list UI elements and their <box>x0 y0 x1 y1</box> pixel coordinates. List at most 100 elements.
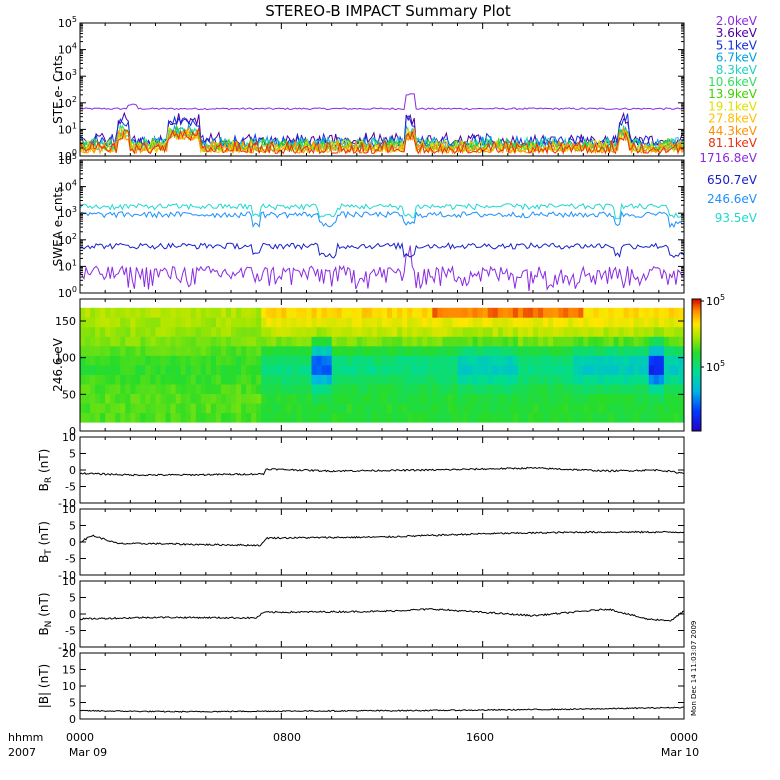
heatmap-cell <box>190 326 197 337</box>
colorbar-segment <box>692 327 701 331</box>
colorbar-segment <box>692 343 701 346</box>
heatmap-cell <box>472 326 479 337</box>
heatmap-cell <box>246 326 252 337</box>
heatmap-cell <box>623 326 630 337</box>
heatmap-cell <box>190 374 197 385</box>
colorbar-segment <box>692 365 701 368</box>
heatmap-cell <box>548 317 554 328</box>
heatmap-cell <box>568 365 574 375</box>
heatmap-cell <box>583 374 589 385</box>
heatmap-cell <box>512 326 519 337</box>
heatmap-cell <box>331 384 338 394</box>
heatmap-cell <box>497 345 504 356</box>
heatmap-cell <box>583 384 589 394</box>
heatmap-cell <box>593 326 599 337</box>
heatmap-cell <box>382 307 388 318</box>
heatmap-cell <box>412 365 418 375</box>
heatmap-cell <box>477 403 484 414</box>
heatmap-cell <box>533 345 539 356</box>
heatmap-cell <box>215 412 222 423</box>
heatmap-cell <box>115 355 121 366</box>
heatmap-cell <box>603 307 609 318</box>
heatmap-cell <box>507 374 514 385</box>
heatmap-cell <box>220 384 227 394</box>
heatmap-cell <box>648 412 655 423</box>
heatmap-cell <box>281 336 287 347</box>
heatmap-cell <box>190 403 197 414</box>
heatmap-cell <box>180 355 187 366</box>
heatmap-cell <box>457 374 463 385</box>
heatmap-cell <box>668 326 675 337</box>
y-tick-label: 50 <box>62 388 76 401</box>
heatmap-cell <box>678 355 685 366</box>
heatmap-cell <box>125 412 131 423</box>
heatmap-cell <box>95 365 101 375</box>
heatmap-cell <box>553 307 559 318</box>
heatmap-cell <box>246 393 252 404</box>
heatmap-cell <box>593 355 599 366</box>
heatmap-cell <box>392 384 398 394</box>
heatmap-cell <box>291 393 297 404</box>
heatmap-cell <box>653 384 660 394</box>
heatmap-cell <box>85 374 91 385</box>
heatmap-cell <box>291 365 297 375</box>
heatmap-cell <box>175 365 182 375</box>
heatmap-cell <box>643 393 650 404</box>
heatmap-cell <box>658 307 665 318</box>
y-axis-label: 246.6 eV <box>51 337 65 392</box>
heatmap-cell <box>633 393 640 404</box>
heatmap-cell <box>432 412 438 423</box>
heatmap-cell <box>608 412 614 423</box>
heatmap-cell <box>210 326 217 337</box>
heatmap-cell <box>286 355 292 366</box>
heatmap-cell <box>261 355 267 366</box>
heatmap-cell <box>115 326 121 337</box>
heatmap-cell <box>220 345 227 356</box>
heatmap-cell <box>180 336 187 347</box>
heatmap-cell <box>85 365 91 375</box>
heatmap-cell <box>432 336 438 347</box>
heatmap-cell <box>382 345 388 356</box>
heatmap-cell <box>653 403 660 414</box>
heatmap-cell <box>140 403 146 414</box>
heatmap-cell <box>170 345 177 356</box>
heatmap-cell <box>487 326 494 337</box>
heatmap-cell <box>472 336 479 347</box>
heatmap-cell <box>668 336 675 347</box>
heatmap-cell <box>543 374 549 385</box>
heatmap-cell <box>236 307 242 318</box>
heatmap-cell <box>145 355 151 366</box>
x-tick-label-0: 0000 <box>66 731 94 744</box>
heatmap-cell <box>246 307 252 318</box>
heatmap-cell <box>321 403 328 414</box>
heatmap-cell <box>210 403 217 414</box>
colorbar-segment <box>692 376 701 379</box>
heatmap-cell <box>558 393 564 404</box>
heatmap-cell <box>346 307 353 318</box>
heatmap-cell <box>427 384 433 394</box>
y-tick-label: 0 <box>69 713 76 726</box>
heatmap-cell <box>608 355 614 366</box>
heatmap-cell <box>517 403 524 414</box>
heatmap-cell <box>80 326 86 337</box>
heatmap-cell <box>311 307 317 318</box>
legend-entry: 8.3keV <box>716 63 758 77</box>
heatmap-cell <box>296 326 302 337</box>
heatmap-cell <box>417 365 423 375</box>
heatmap-cell <box>190 355 197 366</box>
heatmap-cell <box>261 307 267 318</box>
legend-entry: 27.8keV <box>708 112 758 126</box>
heatmap-cell <box>422 412 428 423</box>
heatmap-cell <box>175 374 182 385</box>
heatmap-cell <box>658 326 665 337</box>
heatmap-cell <box>593 403 599 414</box>
heatmap-cell <box>120 384 126 394</box>
heatmap-cell <box>502 326 509 337</box>
heatmap-cell <box>336 393 343 404</box>
heatmap-cell <box>588 307 594 318</box>
series-2.0keV <box>79 93 685 111</box>
heatmap-cell <box>155 317 161 328</box>
heatmap-cell <box>145 374 151 385</box>
heatmap-cell <box>502 412 509 423</box>
heatmap-cell <box>326 336 333 347</box>
